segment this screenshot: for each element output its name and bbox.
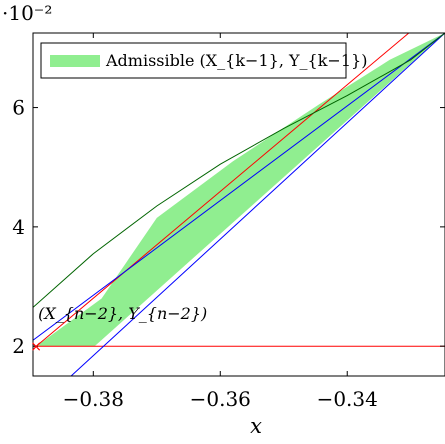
y-tick-label: 6 <box>12 96 25 120</box>
series-line-2 <box>35 33 410 347</box>
point-marker-0: × <box>30 339 42 355</box>
x-tick-label: −0.34 <box>317 387 378 411</box>
plot-marks <box>33 33 445 376</box>
admissible-region <box>36 33 445 347</box>
point-annotation-0: (X_{n−2}, Y_{n−2}) <box>38 304 207 323</box>
x-tick-label: −0.38 <box>63 387 124 411</box>
plot-frame <box>32 32 445 377</box>
legend: Admissible (X_{k−1}, Y_{k−1}) <box>40 42 367 79</box>
y-tick-label: 4 <box>12 215 25 239</box>
y-axis-exponent: ·10⁻² <box>2 1 52 25</box>
legend-label: Admissible (X_{k−1}, Y_{k−1}) <box>105 51 367 70</box>
x-tick-label: −0.36 <box>190 387 251 411</box>
axis-ticks: −0.38 −0.36 −0.34 2 4 6 <box>12 33 445 411</box>
series-line-5 <box>33 33 445 308</box>
series-line-3 <box>33 33 445 341</box>
series-line-4 <box>70 33 445 376</box>
y-tick-label: 2 <box>12 334 25 358</box>
legend-swatch <box>50 55 100 67</box>
x-axis-label: x <box>250 414 262 438</box>
